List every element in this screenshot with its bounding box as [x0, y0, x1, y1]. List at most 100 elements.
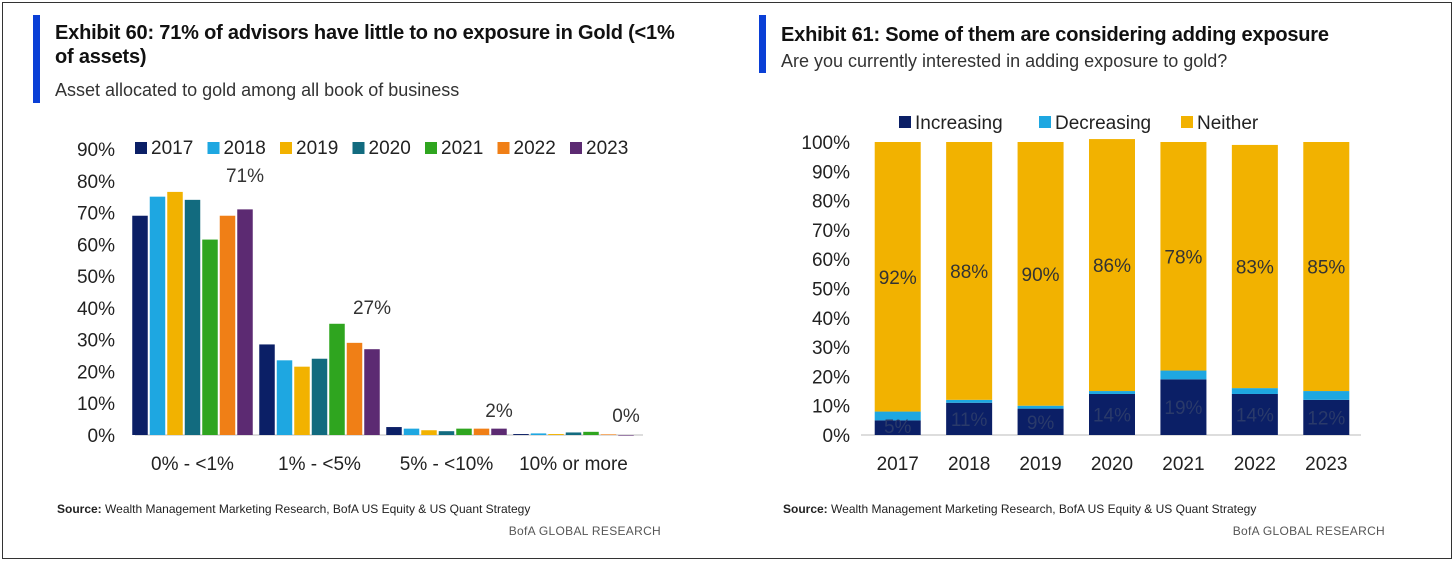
stack-segment-increasing — [874, 420, 921, 435]
annotation-label: 27% — [353, 298, 391, 319]
stack-segment-neither — [1231, 144, 1278, 389]
annotation-label: 71% — [226, 166, 264, 187]
neither-value-label: 88% — [950, 262, 988, 283]
x-category-label: 0% - <1% — [151, 454, 234, 475]
y-tick-label: 0% — [823, 426, 851, 447]
brand-label: BofA GLOBAL RESEARCH — [508, 524, 661, 538]
y-tick-label: 40% — [812, 309, 850, 330]
title-accent-bar — [33, 15, 40, 103]
x-category-label: 5% - <10% — [400, 454, 494, 475]
bar-2019 — [548, 434, 564, 435]
exhibit-61-panel: Exhibit 61: Some of them are considering… — [731, 3, 1453, 560]
increasing-value-label: 12% — [1307, 408, 1345, 429]
x-category-label: 2023 — [1305, 454, 1347, 475]
title-accent-bar — [759, 15, 766, 73]
bar-2020 — [311, 358, 328, 435]
y-tick-label: 60% — [812, 250, 850, 271]
bar-2017 — [132, 215, 148, 435]
bar-2021 — [583, 431, 599, 435]
stack-segment-neither — [1303, 142, 1350, 392]
legend-swatch-decreasing — [1039, 116, 1051, 128]
legend-swatch-2023 — [570, 142, 582, 154]
stack-segment-decreasing — [1017, 405, 1064, 409]
legend-label-2017: 2017 — [151, 138, 193, 159]
y-tick-label: 50% — [77, 267, 115, 288]
neither-value-label: 85% — [1307, 258, 1345, 279]
increasing-value-label: 5% — [884, 417, 912, 438]
y-tick-label: 70% — [812, 221, 850, 242]
legend-swatch-2018 — [207, 142, 220, 154]
neither-value-label: 92% — [879, 268, 917, 289]
bar-2019 — [167, 191, 183, 435]
brand-label: BofA GLOBAL RESEARCH — [1232, 524, 1385, 538]
y-tick-label: 10% — [812, 397, 850, 418]
x-category-label: 2021 — [1162, 454, 1204, 475]
exhibit-title: Exhibit 60: 71% of advisors have little … — [55, 22, 675, 68]
stack-segment-decreasing — [946, 399, 993, 403]
bar-2017 — [386, 427, 402, 435]
legend-label-2019: 2019 — [296, 138, 338, 159]
neither-value-label: 83% — [1236, 258, 1274, 279]
stack-segment-decreasing — [1303, 391, 1350, 400]
neither-value-label: 86% — [1093, 256, 1131, 277]
legend-label-neither: Neither — [1197, 113, 1259, 134]
x-category-label: 2019 — [1019, 454, 1061, 475]
exhibit-60-panel: Exhibit 60: 71% of advisors have little … — [3, 3, 731, 560]
y-tick-label: 80% — [812, 192, 850, 213]
bar-2019 — [421, 430, 437, 435]
legend-label-decreasing: Decreasing — [1055, 113, 1151, 134]
stack-segment-decreasing — [1089, 391, 1135, 394]
stack-segment-neither — [1160, 142, 1207, 371]
bar-2018 — [530, 433, 547, 435]
stack-segment-increasing — [946, 402, 993, 435]
stack-segment-decreasing — [1231, 388, 1278, 394]
y-tick-label: 10% — [77, 394, 115, 415]
bar-2018 — [403, 428, 420, 435]
bar-2018 — [276, 360, 293, 435]
bar-2021 — [329, 323, 345, 435]
increasing-value-label: 9% — [1027, 413, 1055, 434]
increasing-value-label: 14% — [1093, 405, 1131, 426]
x-category-label: 2022 — [1234, 454, 1276, 475]
stack-segment-decreasing — [1160, 370, 1207, 380]
bar-2017 — [513, 434, 529, 435]
stack-segment-increasing — [1160, 379, 1207, 435]
legend-label-2021: 2021 — [441, 138, 483, 159]
legend-label-2022: 2022 — [514, 138, 556, 159]
bar-2018 — [149, 196, 166, 435]
legend-swatch-2017 — [135, 142, 147, 154]
bar-2023 — [618, 435, 634, 436]
stack-segment-neither — [1089, 139, 1135, 392]
y-tick-label: 90% — [812, 162, 850, 183]
bar-2021 — [202, 239, 218, 435]
bar-2017 — [259, 344, 275, 435]
neither-value-label: 90% — [1022, 265, 1060, 286]
y-tick-label: 70% — [77, 204, 115, 225]
annotation-label: 2% — [485, 401, 513, 422]
bar-2023 — [237, 209, 253, 435]
source-text: Wealth Management Marketing Research, Bo… — [831, 502, 1257, 516]
annotation-label: 0% — [612, 406, 640, 427]
y-tick-label: 90% — [77, 140, 115, 161]
gold-allocation-bar-chart: 90% 80% 70% 60% 50% 40% 30% 20% 10% 0% 0% - <1% 71%… — [77, 138, 643, 475]
stack-segment-increasing — [1303, 399, 1350, 435]
bar-2022 — [346, 342, 363, 435]
bar-2022 — [219, 215, 236, 435]
increasing-value-label: 11% — [951, 410, 988, 431]
x-category-label: 2020 — [1091, 454, 1133, 475]
y-tick-label: 0% — [88, 426, 116, 447]
stack-segment-increasing — [1017, 408, 1064, 435]
bar-2022 — [473, 428, 490, 435]
source-note: Source: Wealth Management Marketing Rese… — [783, 502, 1256, 516]
exhibit-subtitle: Are you currently interested in adding e… — [781, 51, 1228, 71]
legend-label-2020: 2020 — [369, 138, 411, 159]
increasing-value-label: 14% — [1236, 405, 1274, 426]
increasing-value-label: 19% — [1164, 398, 1202, 419]
legend-swatch-2022 — [497, 142, 510, 154]
bar-2020 — [438, 431, 455, 435]
source-label: Source: — [57, 502, 102, 516]
bar-2020 — [184, 199, 201, 435]
stack-segment-decreasing — [874, 411, 921, 421]
bar-2019 — [294, 366, 310, 435]
bar-2020 — [565, 432, 582, 435]
